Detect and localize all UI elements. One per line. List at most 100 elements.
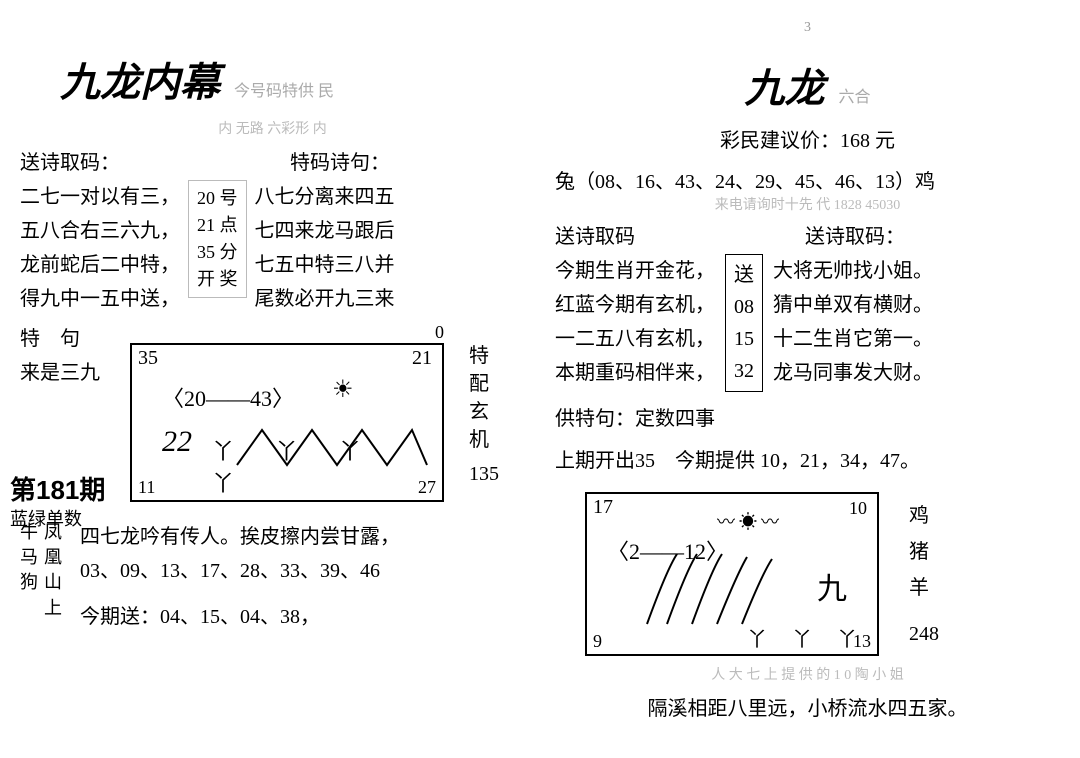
vert-char: 配 — [469, 370, 499, 398]
bottom-faint: 人 大 七 上 提 供 的 1 0 陶 小 姐 — [555, 664, 1060, 684]
right-poem-row: 今期生肖开金花， 红蓝今期有玄机， 一二五八有玄机， 本期重码相伴来， 送 08… — [555, 254, 1060, 392]
poem-line: 龙前蛇后二中特， — [20, 248, 180, 282]
right-title: 九龙 — [744, 56, 824, 114]
price-line: 彩民建议价：168 元 — [555, 124, 1060, 153]
right-drawing: 17 10 〰☀〰 〈2——12〉 九 9 丫 丫 丫 13 — [585, 492, 879, 656]
header-right: 特码诗句： — [290, 146, 390, 180]
issue-number: 第181期 — [10, 470, 105, 507]
poem-line: 得九中一五中送， — [20, 282, 180, 316]
rdraw-br: 13 — [853, 631, 871, 652]
waves-icon: 〰☀〰 — [717, 508, 783, 534]
left-poem-col: 二七一对以有三， 五八合右三六九， 龙前蛇后二中特， 得九中一五中送， — [20, 180, 180, 316]
left-bottom-row: 牛 马 狗 凤 凰 山 上 四七龙吟有传人。挨皮擦内尝甘露， 03、09、13、… — [20, 520, 525, 634]
bottom-poem: 隔溪相距八里远，小桥流水四五家。 — [555, 692, 1060, 726]
poem-line: 七四来龙马跟后 — [255, 214, 395, 248]
poem-line: 大将无帅找小姐。 — [773, 254, 933, 288]
left-drawing: 35 21 〈20——43〉 ☀ 22 11 丫 丫 丫 丫 27 — [130, 343, 444, 502]
right-title-row: 九龙 六合 — [555, 56, 1060, 114]
center-line: 21 点 — [197, 212, 238, 239]
right-num: 135 — [469, 460, 499, 488]
vert-char: 玄 — [469, 398, 499, 426]
vert-char: 特 — [469, 342, 499, 370]
r-header-left: 送诗取码 — [555, 220, 735, 254]
rdraw-tl: 17 — [593, 496, 613, 519]
te-ju-line: 来是三九 — [20, 356, 120, 390]
draw-tr: 21 — [412, 347, 432, 370]
send-line: 32 — [734, 355, 754, 387]
rdraw-bl: 9 — [593, 631, 602, 652]
poem-line: 一二五八有玄机， — [555, 322, 715, 356]
send-box: 送 08 15 32 — [725, 254, 763, 392]
left-headers: 送诗取码： 特码诗句： — [20, 146, 525, 180]
left-faint-line: 内 无路 六彩形 内 — [20, 118, 525, 138]
left-bottom-text: 四七龙吟有传人。挨皮擦内尝甘露， 03、09、13、17、28、33、39、46… — [80, 520, 400, 634]
poem-line: 五八合右三六九， — [20, 214, 180, 248]
center-line: 35 分 — [197, 239, 238, 266]
vert-char: 马 — [20, 545, 38, 570]
left-vert2: 凤 凰 山 上 — [44, 520, 62, 621]
send-line: 08 — [734, 291, 754, 323]
side-small: 蓝绿单数 — [10, 505, 82, 531]
left-vert1: 牛 马 狗 — [20, 520, 38, 596]
poem-line: 今期生肖开金花， — [555, 254, 715, 288]
center-line: 20 号 — [197, 185, 238, 212]
draw-bl: 11 — [138, 477, 155, 498]
draw-bracket: 〈20——43〉 — [162, 381, 294, 413]
vert-char: 机 — [469, 426, 499, 454]
left-vert-right: 特 配 玄 机 135 — [469, 342, 499, 488]
right-poem-col: 八七分离来四五 七四来龙马跟后 七五中特三八并 尾数必开九三来 — [255, 180, 395, 316]
send-line: 15 — [734, 323, 754, 355]
gong-te: 供特句：定数四事 — [555, 402, 1060, 436]
poem-line: 尾数必开九三来 — [255, 282, 395, 316]
left-title-sub: 今号码特供 民 — [234, 83, 334, 100]
vert-char: 上 — [44, 596, 62, 621]
poem-line: 十二生肖它第一。 — [773, 322, 933, 356]
right-draw-row: 17 10 〰☀〰 〈2——12〉 九 9 丫 丫 丫 13 鸡 猪 羊 248 — [555, 492, 1060, 656]
draw-tl: 35 — [138, 347, 158, 370]
bottom-nums: 03、09、13、17、28、33、39、46 — [80, 554, 400, 588]
te-ju-label: 特 句 — [20, 322, 120, 356]
left-title: 九龙内幕 — [60, 50, 220, 108]
sun-icon: ☀ — [332, 375, 354, 404]
right-panel: 3 九龙 六合 彩民建议价：168 元 兔（08、16、43、24、29、45、… — [555, 20, 1060, 738]
poem-line: 八七分离来四五 — [255, 180, 395, 214]
r-header-right: 送诗取码： — [805, 220, 905, 254]
vert-char: 凰 — [44, 545, 62, 570]
rdraw-char: 九 — [817, 564, 847, 608]
right-headers: 送诗取码 送诗取码： — [555, 220, 1060, 254]
send-line: 送 — [734, 259, 754, 291]
poem-line: 龙马同事发大财。 — [773, 356, 933, 390]
center-line: 开 奖 — [197, 266, 238, 293]
zodiac-line: 兔（08、16、43、24、29、45、46、13）鸡 — [555, 165, 1060, 194]
poem-line: 本期重码相伴来， — [555, 356, 715, 390]
r-poem-right: 大将无帅找小姐。 猜中单双有横财。 十二生肖它第一。 龙马同事发大财。 — [773, 254, 933, 390]
right-title-sub: 六合 — [838, 89, 870, 106]
poem-line: 七五中特三八并 — [255, 248, 395, 282]
vert-char: 狗 — [20, 570, 38, 595]
poem-line: 猜中单双有横财。 — [773, 288, 933, 322]
vert-char: 鸡 — [909, 498, 939, 534]
center-box: 20 号 21 点 35 分 开 奖 — [188, 180, 247, 298]
r-poem-left: 今期生肖开金花， 红蓝今期有玄机， 一二五八有玄机， 本期重码相伴来， — [555, 254, 715, 390]
grass-icon — [637, 549, 817, 629]
right-num: 248 — [909, 616, 939, 652]
bottom-line1: 四七龙吟有传人。挨皮擦内尝甘露， — [80, 520, 400, 554]
right-faint-phone: 来电请询时十先 代 1828 45030 — [555, 194, 1060, 214]
left-poem-row: 二七一对以有三， 五八合右三六九， 龙前蛇后二中特， 得九中一五中送， 20 号… — [20, 180, 525, 316]
right-vert: 鸡 猪 羊 248 — [909, 498, 939, 652]
footmarks-icon: 丫 丫 丫 丫 — [212, 434, 442, 498]
zero-mark: 0 — [130, 322, 444, 343]
rdraw-tr: 10 — [849, 498, 867, 519]
last-line: 上期开出35 今期提供 10，21，34，47。 — [555, 444, 1060, 478]
left-panel: 九龙内幕 今号码特供 民 内 无路 六彩形 内 送诗取码： 特码诗句： 二七一对… — [20, 20, 525, 738]
header-left: 送诗取码： — [20, 146, 200, 180]
vert-char: 山 — [44, 570, 62, 595]
bottom-line2: 今期送：04、15、04、38， — [80, 600, 400, 634]
vert-char: 猪 — [909, 534, 939, 570]
rfootmarks-icon: 丫 丫 丫 — [747, 623, 867, 652]
draw-center: 22 — [162, 425, 192, 459]
draw-br: 27 — [418, 477, 436, 498]
poem-line: 红蓝今期有玄机， — [555, 288, 715, 322]
poem-line: 二七一对以有三， — [20, 180, 180, 214]
page-mark: 3 — [555, 20, 1060, 36]
